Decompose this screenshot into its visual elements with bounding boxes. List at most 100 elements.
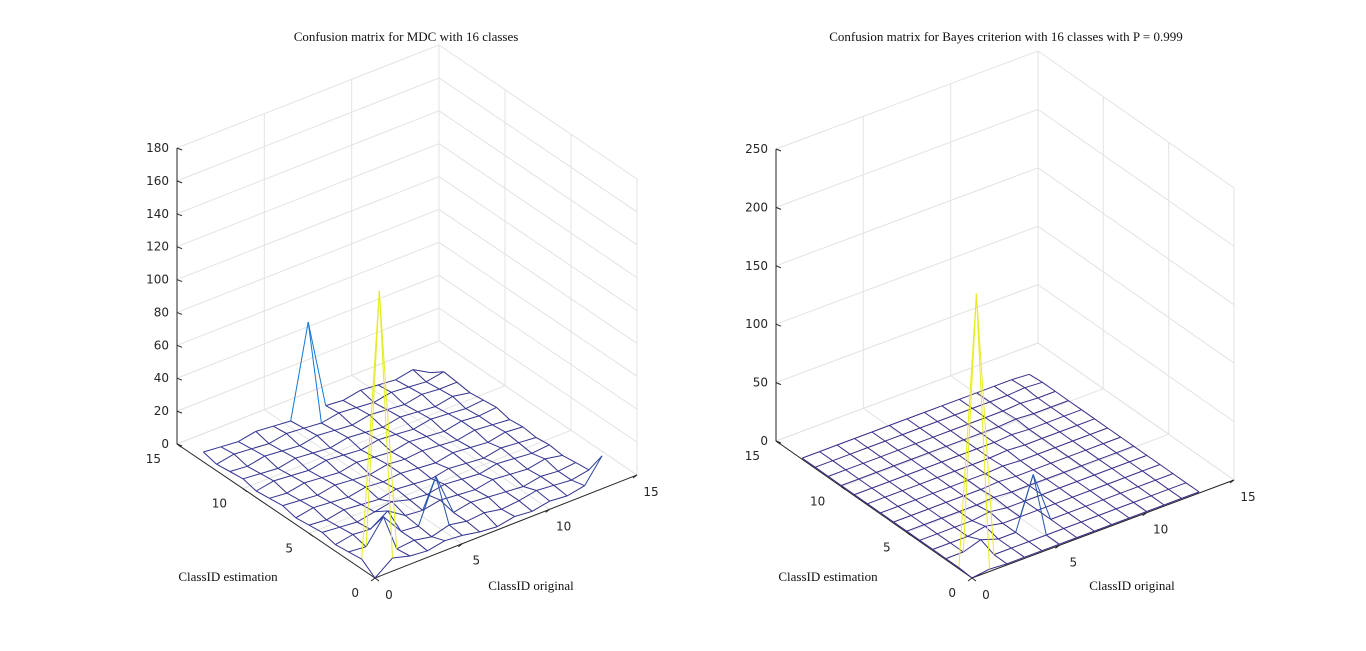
mesh-segment xyxy=(1133,495,1152,503)
mesh-segment xyxy=(1080,521,1095,532)
mesh-segment xyxy=(985,473,999,483)
mesh-segment xyxy=(440,494,458,501)
mesh-segment xyxy=(330,447,344,456)
mesh-segment xyxy=(1033,469,1047,480)
mesh-segment xyxy=(408,441,423,452)
mesh-segment xyxy=(1081,409,1095,420)
mesh-segment xyxy=(444,478,463,485)
mesh-segment xyxy=(387,510,406,516)
mesh-segment xyxy=(1063,471,1078,482)
mesh-segment xyxy=(544,454,563,460)
mesh-segment xyxy=(395,433,410,443)
mesh-segment xyxy=(431,524,450,538)
mesh-segment xyxy=(462,531,480,536)
mesh-segment xyxy=(536,484,555,491)
mesh-segment xyxy=(1107,477,1126,485)
mesh-segment xyxy=(1067,505,1086,514)
mesh-segment xyxy=(325,405,340,414)
mesh-segment xyxy=(1046,534,1060,545)
mesh-segment xyxy=(260,473,274,482)
mesh-segment xyxy=(1011,428,1030,436)
mesh-segment xyxy=(273,480,288,494)
mesh-segment xyxy=(906,411,925,420)
mesh-segment xyxy=(985,410,1004,419)
mesh-segment xyxy=(479,463,498,475)
mesh-segment xyxy=(1015,475,1030,486)
mesh-segment xyxy=(229,465,248,472)
mesh-segment xyxy=(954,414,969,425)
mesh-segment xyxy=(247,465,261,475)
z-tick xyxy=(176,410,183,414)
mesh-segment xyxy=(1150,495,1165,506)
z-tick xyxy=(176,180,183,184)
x-tick-label: 10 xyxy=(556,519,571,533)
mesh-segment xyxy=(404,393,423,405)
mesh-segment xyxy=(941,461,956,472)
mesh-segment xyxy=(413,483,428,495)
mesh-segment xyxy=(339,521,358,528)
mesh-segment xyxy=(312,447,331,454)
mesh-segment xyxy=(1063,528,1078,539)
mesh-segment xyxy=(335,544,349,553)
mesh-segment xyxy=(915,492,934,501)
mesh-segment xyxy=(941,398,960,407)
mesh-segment xyxy=(963,432,982,441)
mesh-segment xyxy=(220,446,235,455)
mesh-segment xyxy=(483,399,497,408)
mesh-segment xyxy=(1015,531,1030,543)
mesh-segment xyxy=(452,396,467,409)
mesh-segment xyxy=(413,428,427,437)
mesh-segment xyxy=(369,516,384,530)
mesh-segment xyxy=(348,546,367,553)
mesh-segment xyxy=(308,524,323,533)
y-tick-label: 10 xyxy=(810,495,825,509)
mesh-segment xyxy=(356,401,374,409)
mesh-segment xyxy=(937,477,951,488)
mesh-segment xyxy=(958,293,977,568)
mesh-segment xyxy=(980,538,999,541)
mesh-segment xyxy=(378,433,397,441)
mesh-segment xyxy=(932,492,947,503)
mesh-segment xyxy=(273,420,291,427)
mesh-segment xyxy=(1006,556,1025,565)
mesh-segment xyxy=(819,451,833,462)
mesh-segment xyxy=(553,484,568,497)
mesh-segment xyxy=(408,436,427,443)
mesh-segment xyxy=(1002,402,1021,412)
mesh-segment xyxy=(832,453,851,462)
mesh-segment xyxy=(1146,504,1165,512)
mesh-segment xyxy=(461,473,480,480)
mesh-segment xyxy=(1081,458,1099,467)
mesh-segment xyxy=(505,486,524,493)
x-tick xyxy=(1229,479,1235,484)
mesh-segment xyxy=(553,479,572,486)
mesh-segment xyxy=(1050,512,1069,520)
mesh-segment xyxy=(295,457,309,471)
mesh-segment xyxy=(527,468,541,477)
mesh-segment xyxy=(923,524,938,535)
mesh-segment xyxy=(1002,460,1021,467)
z-tick xyxy=(775,323,782,327)
mesh-segment xyxy=(295,452,314,459)
mesh-segment xyxy=(444,483,459,496)
mesh-segment xyxy=(317,494,331,503)
mesh-segment xyxy=(967,479,982,490)
mesh-segment xyxy=(967,473,986,481)
mesh-segment xyxy=(466,457,484,464)
mesh-segment xyxy=(994,385,1008,396)
mesh-segment xyxy=(1133,445,1148,456)
mesh-segment xyxy=(531,452,546,460)
mesh-segment xyxy=(334,479,353,486)
mesh-segment xyxy=(269,497,283,507)
mesh-segment xyxy=(413,478,432,485)
mesh-segment xyxy=(316,435,331,449)
y-tick xyxy=(906,531,911,536)
mesh-segment xyxy=(412,369,427,383)
mesh-segment xyxy=(1076,474,1095,482)
mesh-segment xyxy=(1089,434,1104,445)
mesh-segment xyxy=(924,411,938,422)
mesh-segment xyxy=(338,407,357,414)
mesh-segment xyxy=(836,438,855,446)
mesh-segment xyxy=(571,469,590,481)
y-tick-label: 10 xyxy=(212,497,227,511)
